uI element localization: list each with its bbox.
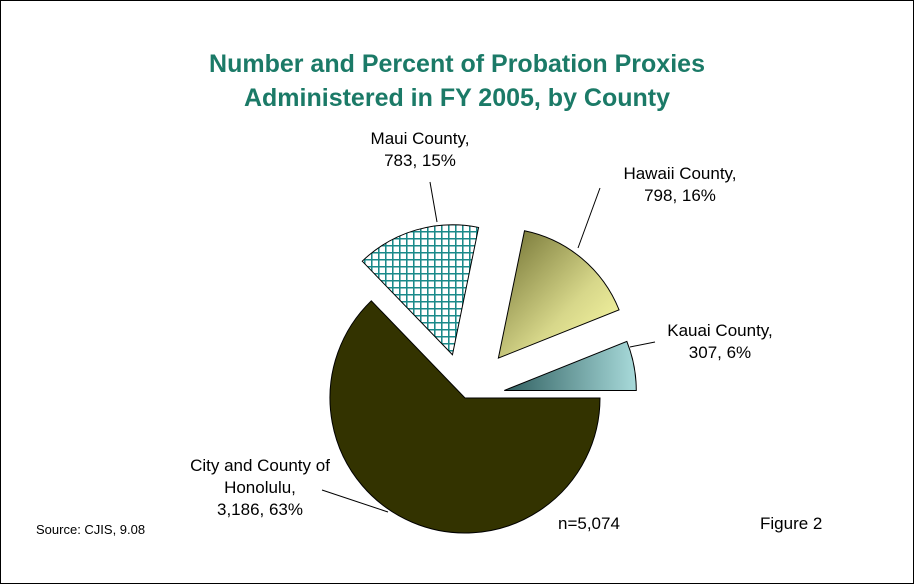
data-label: Hawaii County, 798, 16% xyxy=(595,163,765,207)
data-label: City and County of Honolulu, 3,186, 63% xyxy=(160,455,360,521)
category-label: Maui County, xyxy=(370,129,470,148)
pie-slice xyxy=(329,300,601,534)
chart-title: Administered in FY 2005, by County xyxy=(244,84,670,112)
value-label: 307, 6% xyxy=(688,343,752,362)
pie-slice xyxy=(504,340,637,391)
category-label: City and County of Honolulu, xyxy=(190,456,330,497)
leader-line xyxy=(321,489,389,513)
value-label: 798, 16% xyxy=(644,186,716,205)
pie-slice xyxy=(361,224,480,356)
leader-line xyxy=(429,181,438,223)
data-label: Maui County, 783, 15% xyxy=(345,128,495,172)
data-label: Kauai County, 307, 6% xyxy=(645,320,795,364)
category-label: Kauai County, xyxy=(667,321,773,340)
total-note: n=5,074 xyxy=(558,514,620,533)
leader-line xyxy=(577,187,601,249)
leader-line xyxy=(629,341,656,348)
value-label: 3,186, 63% xyxy=(216,500,303,519)
source: Source: CJIS, 9.08 xyxy=(36,522,146,537)
category-label: Hawaii County, xyxy=(623,164,737,183)
figure-label: Figure 2 xyxy=(760,514,823,533)
pie-slice xyxy=(497,230,620,359)
chart-title: Number and Percent of Probation Proxies xyxy=(209,50,705,78)
value-label: 783, 15% xyxy=(384,151,456,170)
